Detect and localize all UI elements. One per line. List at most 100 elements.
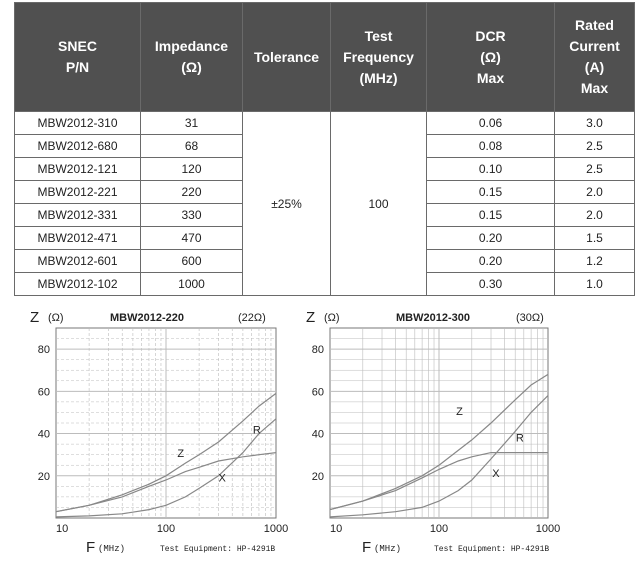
x-axis-symbol: F [362, 539, 371, 556]
header-line: Max [476, 69, 505, 86]
header-impedance: Impedance (Ω) [140, 2, 243, 112]
header-dcr: DCR (Ω) Max [426, 2, 555, 112]
table-row: MBW2012-331 330 0.15 2.0 [14, 203, 635, 227]
impedance-chart-mbw2012-300: 20 40 60 80 10 100 1000 Z (Ω) MBW2012-300 (30Ω) F (M… [300, 306, 600, 568]
y-tick-label: 80 [38, 344, 50, 356]
series-label-r: R [516, 433, 524, 445]
cell-impedance: 330 [140, 203, 243, 227]
table-row: MBW2012-221 220 0.15 2.0 [14, 180, 635, 204]
y-axis-unit: (Ω) [324, 312, 340, 324]
chart-title-note: (22Ω) [238, 312, 266, 324]
x-tick-label: 1000 [264, 523, 288, 535]
cell-current: 1.5 [554, 226, 635, 250]
cell-tolerance: ±25% [242, 111, 331, 296]
table-row: MBW2012-102 1000 0.30 1.0 [14, 272, 635, 296]
header-tolerance: Tolerance [242, 2, 331, 112]
chart-title: MBW2012-220 [110, 312, 184, 324]
y-axis-symbol: Z [30, 309, 39, 326]
x-axis-unit: (MHz) [374, 544, 401, 554]
y-axis-symbol: Z [306, 309, 315, 326]
x-tick-label: 100 [430, 523, 448, 535]
header-line: P/N [65, 59, 90, 75]
series-label-x: X [492, 468, 500, 480]
header-line: Impedance [154, 38, 229, 54]
cell-pn: MBW2012-102 [14, 272, 141, 296]
x-tick-label: 100 [157, 523, 175, 535]
cell-pn: MBW2012-471 [14, 226, 141, 250]
header-line: DCR [475, 27, 506, 44]
y-tick-label: 20 [38, 471, 50, 483]
series-label-z: Z [177, 448, 184, 460]
y-tick-label: 60 [312, 386, 324, 398]
y-tick-label: 60 [38, 386, 50, 398]
cell-impedance: 220 [140, 180, 243, 204]
header-line: Frequency [343, 48, 414, 65]
cell-dcr: 0.08 [426, 134, 555, 158]
cell-current: 2.0 [554, 203, 635, 227]
chart-title: MBW2012-300 [396, 312, 470, 324]
x-tick-label: 10 [330, 523, 342, 535]
y-tick-label: 80 [312, 344, 324, 356]
cell-dcr: 0.06 [426, 111, 555, 135]
cell-current: 2.5 [554, 157, 635, 181]
header-pn: SNEC P/N [14, 2, 141, 112]
y-axis-unit: (Ω) [48, 312, 64, 324]
header-line: Test [364, 27, 393, 44]
header-line: Tolerance [253, 48, 320, 65]
cell-pn: MBW2012-601 [14, 249, 141, 273]
cell-current: 1.0 [554, 272, 635, 296]
cell-impedance: 120 [140, 157, 243, 181]
impedance-chart-mbw2012-220: 20 40 60 80 10 100 1000 Z (Ω) MBW2012-220 (22Ω) F (M… [24, 306, 294, 568]
table-row: MBW2012-310 31 ±25% 100 0.06 3.0 [14, 111, 635, 296]
x-tick-label: 10 [56, 523, 68, 535]
cell-dcr: 0.15 [426, 203, 555, 227]
spec-table: SNEC P/N Impedance (Ω) Tolerance Test Frequenc… [14, 2, 635, 296]
series-label-x: X [218, 472, 226, 484]
header-line: Current [569, 38, 620, 54]
cell-current: 3.0 [554, 111, 635, 135]
cell-impedance: 31 [140, 111, 243, 135]
header-line: Max [580, 80, 609, 96]
cell-pn: MBW2012-680 [14, 134, 141, 158]
test-equipment-note: Test Equipment: HP-4291B [434, 545, 549, 554]
x-axis-unit: (MHz) [98, 544, 125, 554]
header-line: (A) [584, 59, 605, 75]
cell-impedance: 68 [140, 134, 243, 158]
header-line: SNEC [58, 38, 97, 54]
cell-impedance: 600 [140, 249, 243, 273]
curve-x [55, 452, 277, 513]
table-row: MBW2012-680 68 0.08 2.5 [14, 134, 635, 158]
cell-dcr: 0.30 [426, 272, 555, 296]
header-test-frequency: Test Frequency (MHz) [330, 2, 427, 112]
curve-x [329, 452, 548, 511]
cell-pn: MBW2012-221 [14, 180, 141, 204]
cell-dcr: 0.20 [426, 249, 555, 273]
cell-pn: MBW2012-331 [14, 203, 141, 227]
cell-impedance: 470 [140, 226, 243, 250]
header-row: SNEC P/N Impedance (Ω) Tolerance Test Frequenc… [14, 2, 635, 112]
cell-pn: MBW2012-121 [14, 157, 141, 181]
x-tick-label: 1000 [536, 523, 560, 535]
chart-svg-220: 20 40 60 80 10 100 1000 Z (Ω) MBW2012-220 (22Ω) F (M… [30, 309, 288, 556]
curve-z [329, 373, 549, 511]
cell-dcr: 0.15 [426, 180, 555, 204]
series-label-z: Z [456, 406, 463, 418]
chart-title-note: (30Ω) [516, 312, 544, 324]
cell-impedance: 1000 [140, 272, 243, 296]
x-axis-symbol: F [86, 539, 95, 556]
cell-current: 1.2 [554, 249, 635, 273]
chart-svg-300: 20 40 60 80 10 100 1000 Z (Ω) MBW2012-300 (30Ω) F (M… [306, 309, 560, 556]
table-row: MBW2012-471 470 0.20 1.5 [14, 226, 635, 250]
cell-pn: MBW2012-310 [14, 111, 141, 135]
cell-dcr: 0.10 [426, 157, 555, 181]
curve-z [55, 392, 277, 513]
cell-dcr: 0.20 [426, 226, 555, 250]
cell-current: 2.0 [554, 180, 635, 204]
header-line: (Ω) [480, 48, 501, 65]
series-label-r: R [253, 425, 261, 437]
table-body: MBW2012-310 31 ±25% 100 0.06 3.0 MBW2012-680 68… [14, 111, 635, 296]
y-tick-label: 20 [312, 471, 324, 483]
header-rated-current: Rated Current (A) Max [554, 2, 635, 112]
test-equipment-note: Test Equipment: HP-4291B [160, 545, 275, 554]
header-line: (Ω) [181, 59, 202, 75]
